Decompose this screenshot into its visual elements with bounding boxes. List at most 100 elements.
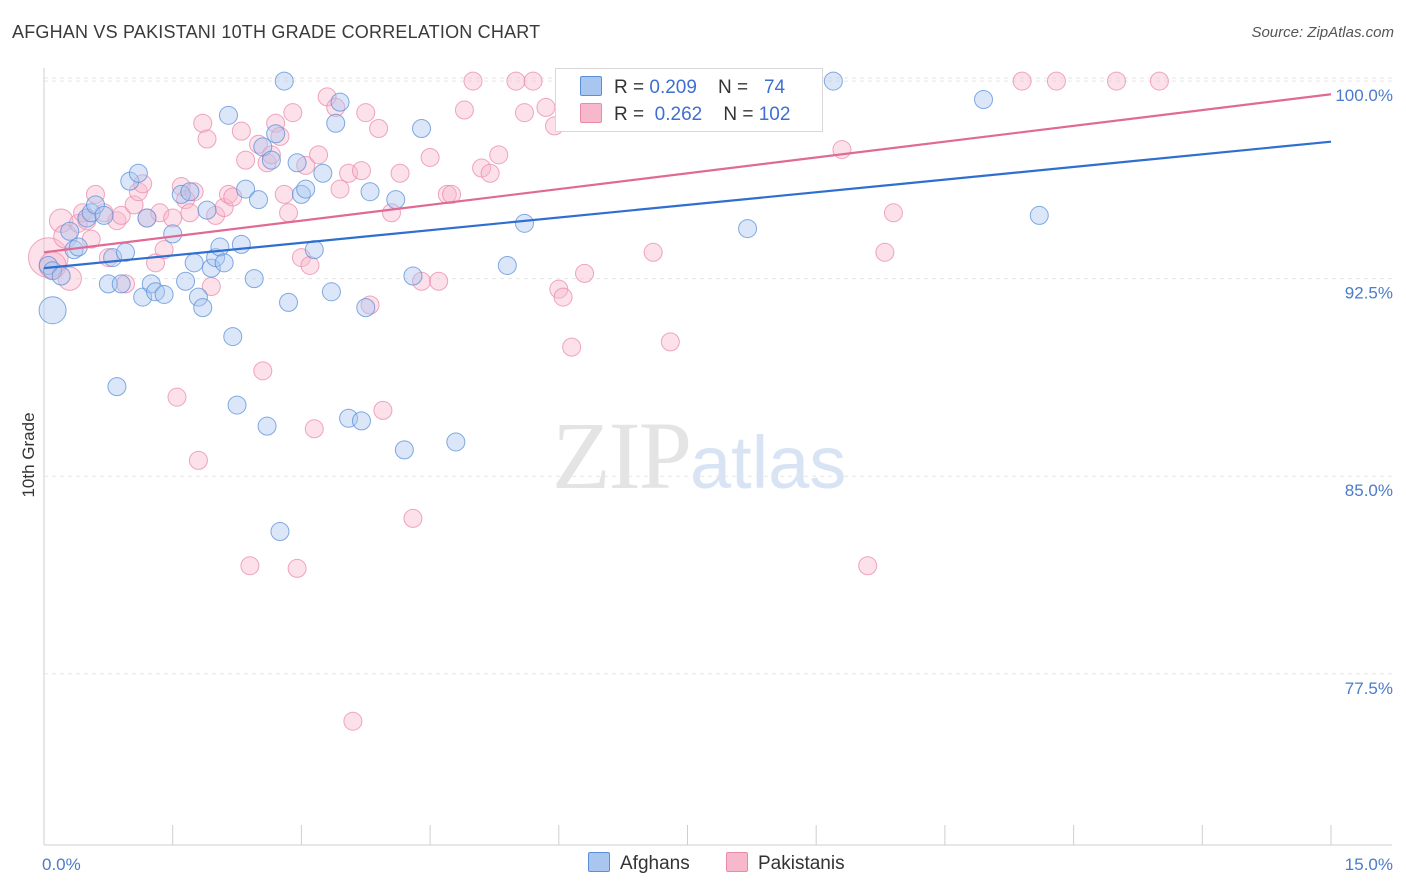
pakistani-point xyxy=(489,145,509,165)
pakistani-n-value: 102 xyxy=(758,104,791,125)
pakistani-point xyxy=(304,419,324,439)
afghan-point xyxy=(197,200,217,220)
pakistani-point xyxy=(390,163,410,183)
afghan-point xyxy=(360,182,380,202)
pakistani-r-value: 0.262 xyxy=(654,104,703,125)
pakistani-point xyxy=(369,118,389,138)
pakistani-point xyxy=(287,558,307,578)
legend-n-label: N = xyxy=(723,104,759,125)
y-tick-label: 100.0% xyxy=(1335,86,1393,105)
pakistani-point xyxy=(514,103,534,123)
afghan-point xyxy=(738,219,758,239)
pakistani-point xyxy=(150,203,170,223)
pakistani-point xyxy=(553,287,573,307)
afghan-point xyxy=(201,258,221,278)
afghan-point xyxy=(266,124,286,144)
pakistani-point xyxy=(480,163,500,183)
afghan-point xyxy=(446,432,466,452)
legend-pakistanis: Pakistanis xyxy=(726,852,845,875)
afghan-point xyxy=(38,296,67,325)
pakistani-point xyxy=(858,556,878,576)
axes xyxy=(43,68,1392,846)
afghan-point xyxy=(137,208,157,228)
afghan-point xyxy=(51,266,71,286)
pakistani-point xyxy=(253,361,273,381)
pakistani-point xyxy=(193,113,213,133)
afghan-point xyxy=(270,522,290,542)
legend-row-afghans: R = 0.209 N = 74 xyxy=(580,76,785,100)
afghan-point xyxy=(94,205,114,225)
pakistani-point xyxy=(180,203,200,223)
afghan-point xyxy=(356,298,376,318)
afghan-point xyxy=(193,298,213,318)
pakistani-point xyxy=(1046,71,1066,91)
pakistani-point xyxy=(523,71,543,91)
pakistani-point xyxy=(643,242,663,262)
afghan-point xyxy=(60,221,80,241)
y-tick-label: 77.5% xyxy=(1345,679,1393,698)
pakistani-point xyxy=(403,508,423,528)
pakistani-point xyxy=(875,242,895,262)
afghan-point xyxy=(253,137,273,157)
pakistani-point xyxy=(163,208,183,228)
afghan-point xyxy=(223,327,243,347)
afghan-point xyxy=(287,153,307,173)
afghan-point xyxy=(330,92,350,112)
pakistani-point xyxy=(231,121,251,141)
pakistani-point xyxy=(506,71,526,91)
afghan-point xyxy=(244,269,264,289)
afghan-point xyxy=(180,182,200,202)
afghan-point xyxy=(227,395,247,415)
afghan-point xyxy=(296,179,316,199)
afghan-point xyxy=(261,150,281,170)
chart-source: Source: ZipAtlas.com xyxy=(1251,24,1394,41)
pakistani-point xyxy=(283,103,303,123)
afghan-point xyxy=(279,292,299,312)
watermark-atlas: atlas xyxy=(690,421,847,504)
pakistani-points xyxy=(27,71,1169,731)
pakistani-point xyxy=(343,711,363,731)
pakistani-point xyxy=(197,129,217,149)
pakistani-point xyxy=(116,274,136,294)
afghan-point xyxy=(176,271,196,291)
pakistani-point xyxy=(300,255,320,275)
pakistani-point xyxy=(1149,71,1169,91)
afghan-point xyxy=(128,163,148,183)
pakistani-point xyxy=(351,161,371,181)
afghan-point xyxy=(107,377,127,397)
pakistani-point xyxy=(883,203,903,223)
pakistani-point xyxy=(154,240,174,260)
afghan-point xyxy=(313,163,333,183)
chart-title: AFGHAN VS PAKISTANI 10TH GRADE CORRELATI… xyxy=(12,22,541,42)
stats-legend: R = 0.209 N = 74 R = 0.262 N = 102 xyxy=(555,68,823,132)
afghan-point xyxy=(214,253,234,273)
pakistani-point xyxy=(1107,71,1126,91)
afghan-point xyxy=(249,190,268,210)
afghan-point xyxy=(184,253,204,273)
pakistani-point xyxy=(236,150,256,170)
afghan-point xyxy=(823,71,843,91)
legend-row-pakistanis: R = 0.262 N = 102 xyxy=(580,103,790,127)
afghan-point xyxy=(304,240,324,260)
pakistani-point xyxy=(454,100,474,120)
afghan-point xyxy=(218,105,238,125)
pakistani-point xyxy=(188,450,208,470)
pakistani-point xyxy=(85,184,105,204)
legend-afghans: Afghans xyxy=(588,852,690,875)
afghan-point xyxy=(163,224,183,244)
afghan-point xyxy=(514,213,534,233)
afghan-point xyxy=(236,179,256,199)
pakistani-swatch xyxy=(580,103,602,123)
afghan-point xyxy=(257,416,277,436)
afghan-r-value: 0.209 xyxy=(649,77,697,98)
pakistani-point xyxy=(279,203,299,223)
afghan-point xyxy=(111,274,131,294)
afghan-point xyxy=(133,287,153,307)
y-axis-label: 10th Grade xyxy=(19,412,38,497)
x-tick-label-min: 0.0% xyxy=(42,855,81,874)
afghan-point xyxy=(231,234,251,254)
pakistani-point xyxy=(274,184,294,204)
pakistani-point xyxy=(309,145,329,165)
afghan-point xyxy=(210,237,230,257)
